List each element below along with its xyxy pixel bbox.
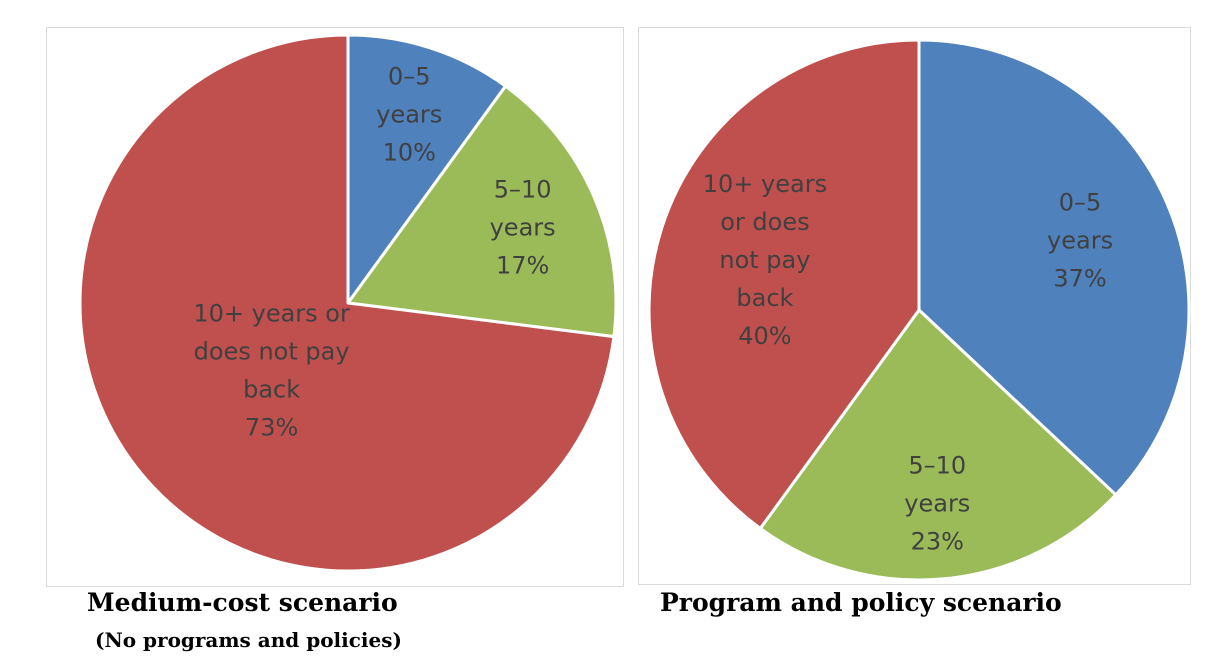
- left-pie-slice-label-0-line-2: 10%: [383, 138, 436, 166]
- left-pie-slice-label-0-line-0: 0–5: [388, 62, 431, 90]
- left-pie-slice-label-2-line-0: 10+ years or: [193, 299, 350, 327]
- right-pie-slice-label-0-line-1: years: [1047, 226, 1113, 254]
- right-pie-slice-label-0-line-0: 0–5: [1059, 188, 1102, 216]
- left-chart-title: Medium-cost scenario: [87, 588, 398, 617]
- right-chart-title: Program and policy scenario: [660, 588, 1062, 617]
- right-pie-slice-label-2-line-2: not pay: [719, 246, 810, 274]
- left-pie-slice-label-1: 5–10 years 17%: [490, 175, 556, 279]
- right-pie-slice-0: [917, 38, 1191, 497]
- right-pie-slice-label-2-line-3: back: [736, 284, 793, 312]
- left-pie-slice-label-2-line-3: 73%: [245, 413, 298, 441]
- right-pie-slice-label-1-line-2: 23%: [911, 528, 964, 556]
- right-pie-slice-label-2-line-1: or does: [720, 208, 809, 236]
- right-pie-slice-label-2: 10+ years or does not pay back 40%: [703, 170, 827, 350]
- left-pie-slice-2: [78, 33, 616, 573]
- left-pie-slice-label-2-line-2: back: [243, 375, 300, 403]
- right-pie-slice-label-0: 0–5 years 37%: [1047, 188, 1113, 292]
- right-pie-slice-label-2-line-0: 10+ years: [703, 170, 827, 198]
- right-pie-slice-1: [758, 308, 1118, 582]
- right-pie-slice-label-1: 5–10 years 23%: [904, 452, 970, 556]
- left-pie-slice-label-0-line-1: years: [376, 100, 442, 128]
- right-pie-slice-label-1-line-1: years: [904, 490, 970, 518]
- right-pie-slice-label-0-line-2: 37%: [1053, 264, 1106, 292]
- left-pie-slice-1: [346, 84, 618, 339]
- left-pie-slice-label-1-line-0: 5–10: [494, 175, 552, 203]
- left-pie-slice-label-1-line-2: 17%: [496, 251, 549, 279]
- left-pie-slice-0: [346, 33, 508, 305]
- right-pie-slice-label-1-line-0: 5–10: [908, 452, 966, 480]
- left-pie-slice-label-0: 0–5 years 10%: [376, 62, 442, 166]
- left-pie-slice-label-2-line-1: does not pay: [194, 337, 350, 365]
- left-pie-slice-label-1-line-1: years: [490, 213, 556, 241]
- left-pie-slice-label-2: 10+ years or does not pay back 73%: [193, 299, 350, 441]
- left-chart-subtitle: (No programs and policies): [95, 628, 402, 652]
- right-pie-slice-label-2-line-4: 40%: [738, 322, 791, 350]
- right-pie-slice-2: [647, 38, 921, 530]
